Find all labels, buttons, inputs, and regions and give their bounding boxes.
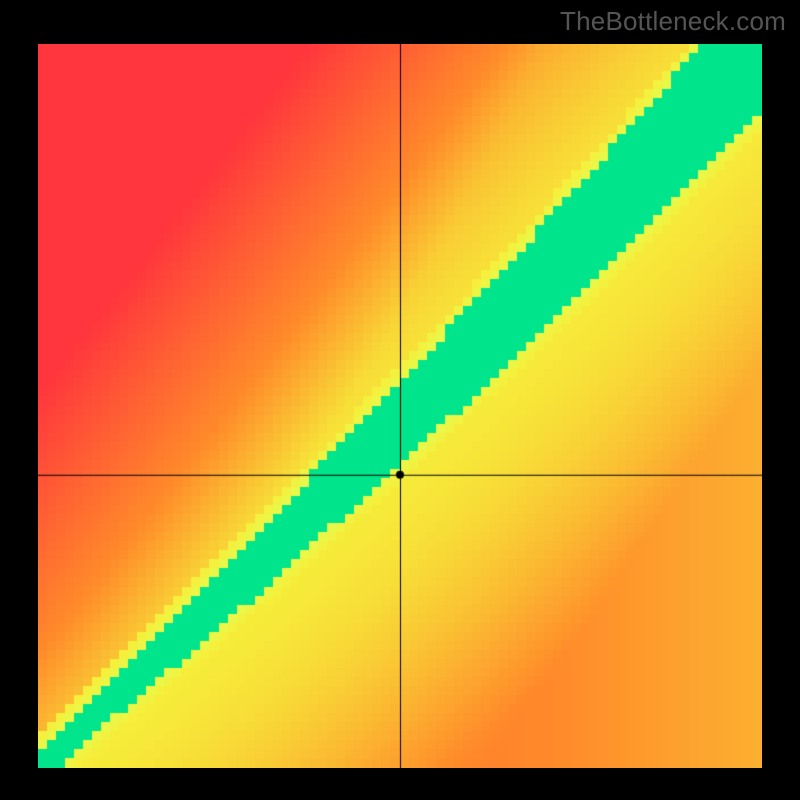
heatmap-plot-area (38, 44, 762, 768)
heatmap-canvas (38, 44, 762, 768)
watermark-text: TheBottleneck.com (560, 6, 786, 37)
